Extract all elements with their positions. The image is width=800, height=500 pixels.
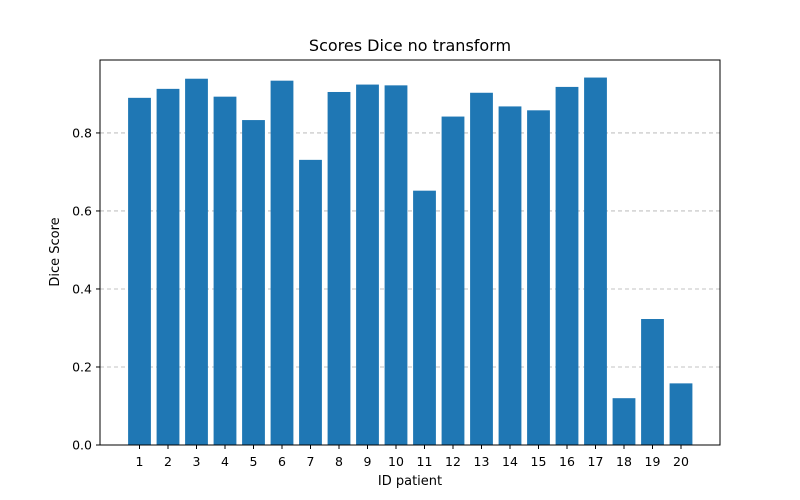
plot-frame xyxy=(99,59,721,446)
x-tick-label: 13 xyxy=(474,454,490,469)
bar xyxy=(128,97,151,445)
bar xyxy=(669,383,693,445)
y-tick-label: 0.8 xyxy=(72,125,92,140)
x-tick-label: 11 xyxy=(417,454,433,469)
x-tick-label: 1 xyxy=(136,454,144,469)
x-tick-label: 7 xyxy=(307,454,315,469)
x-tick-label: 12 xyxy=(445,454,461,469)
x-tick-label: 15 xyxy=(531,454,547,469)
bar xyxy=(527,110,550,445)
x-tick-label: 2 xyxy=(164,454,172,469)
y-tick-label: 0.0 xyxy=(72,438,92,453)
x-tick-label: 8 xyxy=(335,454,343,469)
x-tick-label: 10 xyxy=(388,454,404,469)
bar xyxy=(327,91,351,446)
x-tick-label: 20 xyxy=(673,454,689,469)
x-tick-label: 19 xyxy=(645,454,661,469)
bar xyxy=(441,116,465,446)
bar xyxy=(213,96,237,446)
y-axis: 0.0 0.2 0.4 0.6 0.8 xyxy=(72,125,100,453)
bar xyxy=(356,84,379,446)
y-tick-label: 0.2 xyxy=(72,359,92,374)
x-tick-label: 3 xyxy=(193,454,201,469)
bar xyxy=(612,398,636,445)
grid-lines xyxy=(100,132,720,368)
x-tick-label: 5 xyxy=(250,454,258,469)
bars xyxy=(128,77,693,446)
x-tick-label: 16 xyxy=(559,454,575,469)
x-tick-label: 14 xyxy=(502,454,518,469)
chart-title: Scores Dice no transform xyxy=(309,36,511,55)
bar xyxy=(156,88,180,446)
x-tick-label: 6 xyxy=(278,454,286,469)
bar xyxy=(498,106,522,445)
bar xyxy=(584,77,607,445)
x-tick-label: 4 xyxy=(221,454,229,469)
bar xyxy=(242,120,265,445)
x-tick-label: 9 xyxy=(364,454,372,469)
bar xyxy=(299,159,322,445)
bar xyxy=(185,78,208,446)
bar xyxy=(384,85,408,445)
bar xyxy=(270,80,294,445)
bar xyxy=(641,319,664,445)
x-tick-label: 17 xyxy=(588,454,604,469)
x-axis-label: ID patient xyxy=(378,474,442,489)
x-tick-label: 18 xyxy=(616,454,632,469)
y-tick-label: 0.6 xyxy=(72,203,92,218)
x-axis: 1 2 3 4 5 6 7 8 9 10 11 12 13 14 15 16 17 18 19 20 xyxy=(136,445,689,469)
bar xyxy=(470,92,493,445)
bar xyxy=(413,190,436,445)
y-tick-label: 0.4 xyxy=(72,281,92,296)
bar xyxy=(555,86,579,446)
y-axis-label: Dice Score xyxy=(48,217,63,286)
